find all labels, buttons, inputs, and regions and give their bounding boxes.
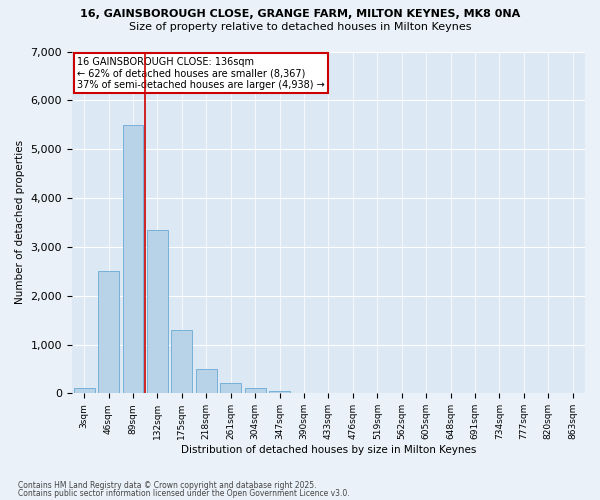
Y-axis label: Number of detached properties: Number of detached properties xyxy=(15,140,25,304)
Text: Contains public sector information licensed under the Open Government Licence v3: Contains public sector information licen… xyxy=(18,490,350,498)
Bar xyxy=(74,388,95,394)
Bar xyxy=(269,391,290,394)
Bar xyxy=(196,369,217,394)
Bar xyxy=(98,272,119,394)
X-axis label: Distribution of detached houses by size in Milton Keynes: Distribution of detached houses by size … xyxy=(181,445,476,455)
Bar xyxy=(172,330,192,394)
Bar xyxy=(220,382,241,394)
Text: 16 GAINSBOROUGH CLOSE: 136sqm
← 62% of detached houses are smaller (8,367)
37% o: 16 GAINSBOROUGH CLOSE: 136sqm ← 62% of d… xyxy=(77,56,325,90)
Bar xyxy=(147,230,168,394)
Text: Size of property relative to detached houses in Milton Keynes: Size of property relative to detached ho… xyxy=(129,22,471,32)
Text: 16, GAINSBOROUGH CLOSE, GRANGE FARM, MILTON KEYNES, MK8 0NA: 16, GAINSBOROUGH CLOSE, GRANGE FARM, MIL… xyxy=(80,9,520,19)
Bar xyxy=(245,388,266,394)
Bar xyxy=(122,125,143,394)
Text: Contains HM Land Registry data © Crown copyright and database right 2025.: Contains HM Land Registry data © Crown c… xyxy=(18,480,317,490)
